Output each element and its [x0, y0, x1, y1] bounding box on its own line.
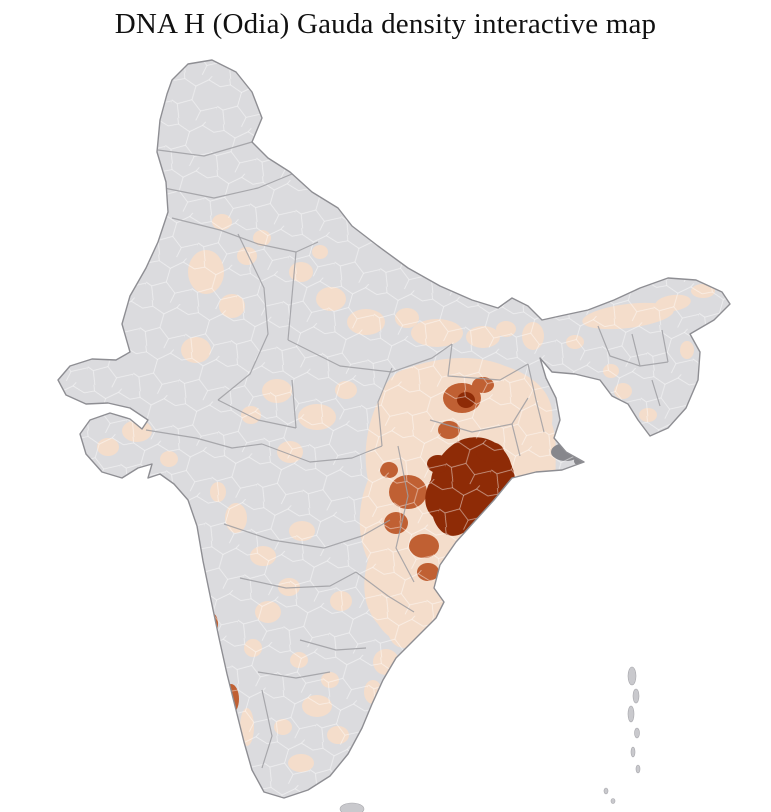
island[interactable] [603, 787, 609, 795]
island[interactable] [635, 764, 641, 774]
island[interactable] [632, 688, 640, 704]
island[interactable] [634, 727, 640, 739]
island[interactable] [610, 798, 616, 804]
india-outline [57, 59, 731, 799]
page-title: DNA H (Odia) Gauda density interactive m… [114, 8, 657, 40]
island[interactable] [630, 746, 636, 758]
island[interactable] [627, 705, 635, 723]
state-borders [145, 141, 669, 769]
island-chain[interactable] [339, 666, 641, 812]
island[interactable] [627, 666, 637, 686]
island[interactable] [339, 802, 365, 812]
